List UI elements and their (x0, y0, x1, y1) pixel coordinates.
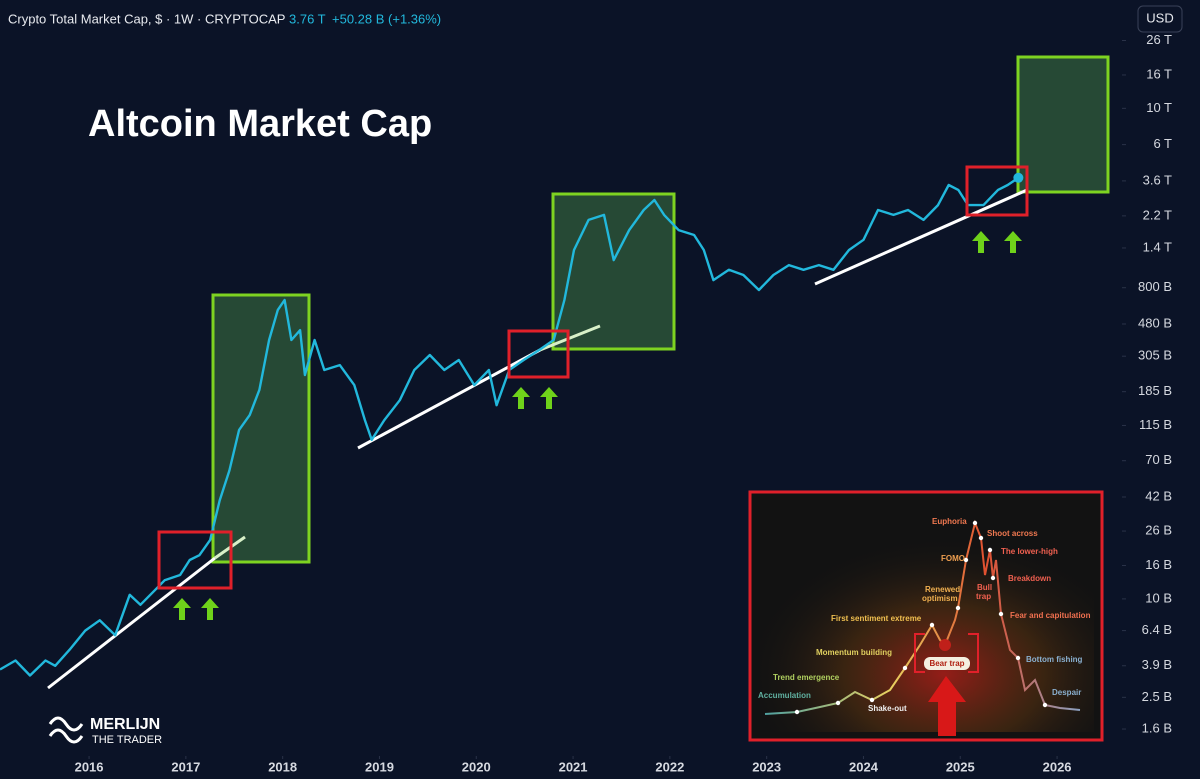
red-box (157, 530, 233, 590)
price-change: +50.28 B (+1.36%) (332, 11, 441, 26)
y-tick-label: 1.4 T (1143, 239, 1172, 254)
inset-label: Euphoria (932, 517, 967, 526)
trendline (539, 324, 601, 352)
bear-trap-bracket (914, 633, 979, 673)
y-tick-label: 3.6 T (1143, 172, 1172, 187)
red-arrow (928, 676, 966, 736)
x-tick-label: 2024 (849, 759, 879, 774)
y-tick-label: 26 B (1145, 522, 1172, 537)
x-tick-label: 2016 (75, 759, 104, 774)
inset-glow (760, 500, 1094, 732)
y-tick-label: 42 B (1145, 488, 1172, 503)
y-tick-label: 16 T (1146, 66, 1172, 81)
inset-label: Despair (1052, 688, 1081, 697)
currency-label[interactable]: USD (1146, 10, 1173, 25)
inset-frame (748, 490, 1104, 742)
x-tick-label: 2023 (752, 759, 781, 774)
y-tick-label: 115 B (1139, 417, 1172, 432)
y-tick-label: 185 B (1138, 383, 1172, 398)
inset-label: Renewed (925, 585, 960, 594)
inset-label: Accumulation (758, 691, 811, 700)
x-tick-label: 2026 (1043, 759, 1072, 774)
inset-label: Shake-out (868, 704, 907, 713)
green-zone (1016, 55, 1110, 194)
inset-label: Bottom fishing (1026, 655, 1083, 664)
bear-trap-dot (939, 639, 951, 651)
trendline (814, 188, 1028, 286)
arrow (1004, 231, 1022, 253)
inset: Euphoria Shoot across FOMO The lower-hig… (748, 490, 1104, 742)
x-tick-label: 2020 (462, 759, 491, 774)
inset-label: optimism (922, 594, 958, 603)
arrow (972, 231, 990, 253)
y-tick-label: 26 T (1146, 32, 1172, 47)
arrow (201, 598, 219, 620)
plot (0, 172, 1024, 677)
inset-label: Trend emergence (773, 673, 840, 682)
price-line (0, 176, 1020, 677)
inset-label: First sentiment extreme (831, 614, 922, 623)
logo-name: MERLIJN (90, 716, 160, 733)
x-tick-label: 2025 (946, 759, 975, 774)
logo: MERLIJN THE TRADER (48, 716, 162, 746)
y-tick-label: 10 B (1145, 590, 1172, 605)
chart-title: Altcoin Market Cap (88, 103, 432, 145)
y-tick-label: 305 B (1138, 348, 1172, 363)
inset-label: The lower-high (1001, 547, 1058, 556)
inset-label: Bull (977, 583, 992, 592)
cycle-dots (794, 520, 1048, 715)
inset-label: Momentum building (816, 648, 892, 657)
x-tick-label: 2018 (268, 759, 297, 774)
trendline (47, 556, 216, 690)
arrow (540, 387, 558, 409)
y-tick-label: 1.6 B (1142, 720, 1172, 735)
red-box (507, 329, 570, 379)
y-tick-label: 2.5 B (1142, 689, 1172, 704)
annotations (47, 55, 1110, 690)
bear-trap-pill (924, 657, 970, 670)
arrows (173, 231, 1022, 620)
y-tick-label: 480 B (1138, 315, 1172, 330)
last-point (1013, 172, 1024, 183)
logo-tagline: THE TRADER (92, 734, 162, 746)
x-tick-label: 2021 (559, 759, 588, 774)
y-tick-label: 10 T (1146, 100, 1172, 115)
inset-label: FOMO (941, 554, 965, 563)
y-tick-label: 2.2 T (1143, 207, 1172, 222)
x-tick-label: 2019 (365, 759, 394, 774)
last-price: 3.76 T (289, 11, 326, 26)
x-tick-label: 2017 (171, 759, 200, 774)
green-zone (551, 192, 676, 351)
currency-button[interactable] (1137, 5, 1183, 33)
arrow (512, 387, 530, 409)
inset-label: Shoot across (987, 529, 1038, 538)
inset-label: trap (976, 592, 991, 601)
inset-label: Bear trap (929, 659, 964, 668)
x-tick-label: 2022 (655, 759, 684, 774)
y-tick-label: 16 B (1145, 557, 1172, 572)
y-tick-label: 70 B (1145, 452, 1172, 467)
annotations-top (157, 165, 1029, 620)
inset-label: Fear and capitulation (1010, 611, 1091, 620)
y-tick-label: 800 B (1138, 279, 1172, 294)
symbol: Crypto Total Market Cap, $ · 1W · CRYPTO… (8, 11, 285, 26)
logo-icon (48, 716, 84, 744)
arrow (173, 598, 191, 620)
y-tick-label: 6 T (1153, 136, 1172, 151)
inset-label: Breakdown (1008, 574, 1051, 583)
red-box (965, 165, 1029, 217)
y-tick-label: 6.4 B (1142, 622, 1172, 637)
y-tick-label: 3.9 B (1142, 657, 1172, 672)
